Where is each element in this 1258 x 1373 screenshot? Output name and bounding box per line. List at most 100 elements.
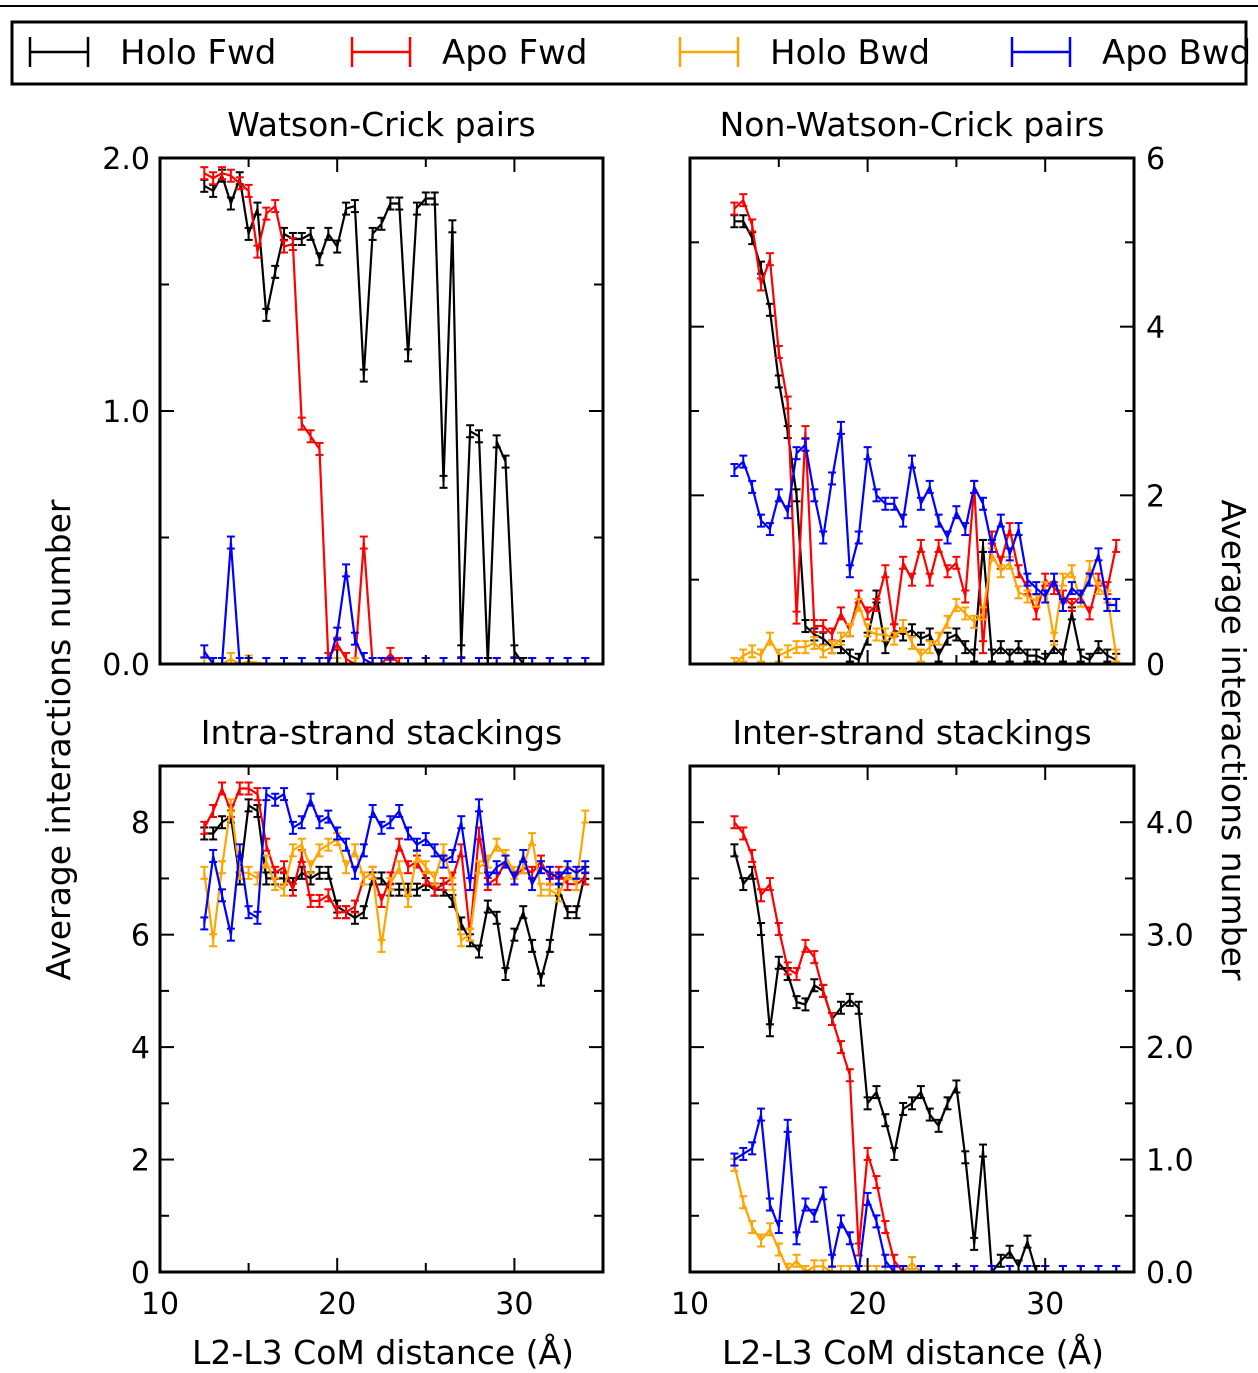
error-bar <box>819 1259 828 1272</box>
y-tick-label: 4.0 <box>1146 806 1194 841</box>
error-bar <box>474 944 483 959</box>
error-bar <box>218 860 227 875</box>
error-bar <box>908 1256 916 1271</box>
error-bar <box>288 843 297 858</box>
error-bar <box>501 967 510 982</box>
error-bar <box>845 623 854 638</box>
error-bar <box>377 820 386 835</box>
error-bar <box>218 657 227 664</box>
error-bar <box>421 860 430 875</box>
error-bar <box>890 1265 899 1272</box>
error-bar <box>739 1195 748 1210</box>
error-bar <box>916 1265 925 1272</box>
error-bar <box>1032 1265 1041 1272</box>
error-bar <box>1067 564 1076 579</box>
error-bar <box>466 424 475 439</box>
error-bar <box>828 471 837 486</box>
error-bar <box>774 955 783 970</box>
error-bar <box>845 1265 854 1272</box>
error-bar <box>545 938 554 953</box>
error-bar <box>739 454 748 469</box>
error-bar <box>934 1118 943 1133</box>
error-bar <box>315 815 324 830</box>
error-bar <box>854 1265 863 1272</box>
error-bar <box>757 1107 766 1122</box>
error-bar <box>996 640 1005 655</box>
legend-label-apo-fwd: Apo Fwd <box>442 33 587 73</box>
error-bar <box>881 627 890 642</box>
error-bar <box>1014 564 1023 579</box>
error-bar <box>439 877 448 892</box>
error-bar <box>563 657 572 664</box>
error-bar <box>439 474 448 489</box>
error-bar <box>1005 1265 1014 1272</box>
y-tick-label: 1.0 <box>102 395 150 430</box>
error-bar <box>448 877 457 892</box>
error-bar <box>280 882 289 897</box>
error-bar <box>218 815 227 830</box>
legend-symbol-holo-bwd <box>678 37 740 67</box>
panel-intra-strand-stackings: Intra-strand stackings 10 20 30 0 2 4 6 8 <box>131 713 605 1322</box>
error-bar <box>492 837 501 852</box>
error-bar <box>987 648 996 663</box>
y-tick-label: 0 <box>131 1256 150 1291</box>
error-bar <box>863 1096 872 1111</box>
error-bar <box>235 657 244 664</box>
error-bar <box>934 631 943 646</box>
x-tick-label: 10 <box>671 1287 709 1322</box>
error-bar <box>404 826 413 841</box>
error-bar <box>1023 1234 1032 1249</box>
error-bar <box>439 854 448 869</box>
error-bar <box>739 826 748 841</box>
error-bar <box>430 871 439 886</box>
x-tick-label: 20 <box>849 1287 887 1322</box>
error-bar <box>863 446 872 461</box>
error-bar <box>324 837 333 852</box>
x-tick-label: 10 <box>141 1287 179 1322</box>
error-bar <box>961 606 970 621</box>
error-bar <box>368 803 377 818</box>
error-bar <box>979 640 988 655</box>
error-bar <box>748 1141 757 1156</box>
error-bar <box>262 854 271 869</box>
error-bar <box>244 865 253 880</box>
series-line-apo-bwd <box>203 792 586 935</box>
series-holo-bwd <box>200 798 590 953</box>
error-bar <box>872 597 881 612</box>
series-group-inter-strand-stackings <box>730 815 1121 1272</box>
error-bar <box>368 657 377 664</box>
error-bar <box>377 216 386 231</box>
error-bar <box>1112 597 1121 612</box>
error-bar <box>1014 585 1023 600</box>
error-bar <box>925 1107 934 1122</box>
legend-label-holo-bwd: Holo Bwd <box>770 33 930 73</box>
error-bar <box>845 1068 854 1083</box>
series-line-apo-bwd <box>733 1114 1117 1272</box>
error-bar <box>1112 1265 1121 1272</box>
error-bar <box>226 927 235 942</box>
error-bar <box>253 201 262 216</box>
error-bar <box>1023 572 1032 587</box>
error-bar <box>899 1101 908 1116</box>
error-bar <box>359 843 368 858</box>
error-bar <box>342 860 351 875</box>
legend-symbol-apo-fwd <box>350 37 412 67</box>
error-bar <box>872 1175 881 1190</box>
error-bar <box>970 648 979 663</box>
error-bar <box>572 905 581 920</box>
error-bar <box>474 657 483 664</box>
x-tick-label: 30 <box>495 1287 533 1322</box>
error-bar <box>510 927 519 942</box>
legend-item-holo-fwd: Holo Fwd <box>28 33 276 73</box>
error-bar <box>899 555 908 570</box>
error-bar <box>943 614 952 629</box>
y-tick-label: 0.0 <box>1146 1256 1194 1291</box>
error-bar <box>333 239 342 254</box>
error-bar <box>306 893 315 908</box>
error-bar <box>510 871 519 886</box>
error-bar <box>395 882 404 897</box>
error-bar <box>970 1236 979 1251</box>
error-bar <box>1076 1265 1085 1272</box>
error-bar <box>757 888 766 903</box>
error-bar <box>836 420 845 435</box>
